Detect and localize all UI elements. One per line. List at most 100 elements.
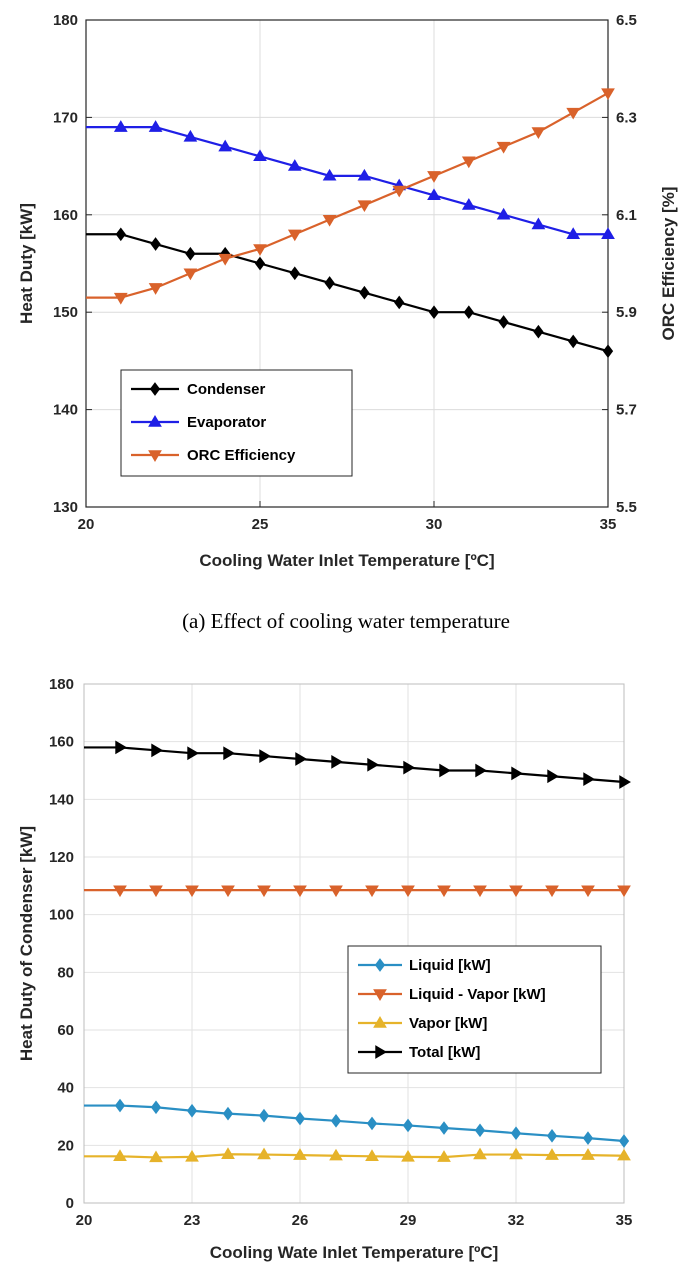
data-point-total-kw — [619, 775, 631, 789]
data-point-vapor-kw — [185, 1149, 199, 1162]
data-point-vapor-kw — [113, 1149, 127, 1161]
data-point-evaporator — [357, 168, 372, 181]
x-tick-label: 32 — [508, 1212, 525, 1229]
data-point-orc-efficiency — [322, 214, 337, 227]
data-point-liquid-kw — [330, 1113, 342, 1128]
legend-label: Liquid [kW] — [409, 957, 491, 974]
y-tick-label: 20 — [57, 1137, 74, 1154]
y-tick-label: 140 — [49, 791, 74, 808]
data-point-orc-efficiency — [427, 171, 441, 183]
data-point-total-kw — [367, 757, 379, 772]
data-point-condenser — [359, 285, 370, 300]
x-tick-label: 26 — [292, 1212, 309, 1229]
y-tick-label: 160 — [49, 734, 74, 751]
data-point-vapor-kw — [401, 1149, 415, 1162]
y-tick-label: 100 — [49, 907, 74, 924]
data-point-liquid-kw — [150, 1100, 162, 1115]
y-tick-label: 180 — [49, 676, 74, 693]
data-point-condenser — [602, 344, 614, 358]
data-point-liquid-kw — [294, 1111, 306, 1126]
x-tick-label: 20 — [78, 516, 95, 533]
data-point-vapor-kw — [329, 1148, 343, 1161]
legend-marker — [149, 382, 161, 396]
data-point-condenser — [115, 227, 126, 242]
legend-label: Condenser — [187, 381, 266, 398]
data-point-liquid-vapor-kw — [149, 885, 163, 898]
data-point-evaporator — [253, 149, 267, 162]
legend-label: Vapor [kW] — [409, 1015, 487, 1032]
x-tick-label: 35 — [616, 1212, 633, 1229]
x-tick-label: 30 — [426, 516, 443, 533]
series-line-vapor-kw — [84, 1153, 625, 1159]
data-point-evaporator — [148, 120, 163, 132]
figure-caption: (a) Effect of cooling water temperature — [182, 609, 510, 633]
legend: Condenser Evaporator ORC Efficiency — [120, 369, 353, 477]
data-point-orc-efficiency — [148, 283, 163, 295]
data-point-liquid-kw — [546, 1128, 558, 1143]
data-point-liquid-vapor-kw — [365, 885, 379, 898]
data-point-vapor-kw — [581, 1148, 595, 1160]
data-point-total-kw — [223, 746, 235, 761]
data-point-total-kw — [115, 740, 127, 755]
y-tick-label: 120 — [49, 849, 74, 866]
y-tick-label: 40 — [57, 1080, 74, 1097]
data-point-orc-efficiency — [357, 200, 372, 213]
data-point-orc-efficiency — [392, 185, 407, 198]
legend-marker — [374, 958, 386, 972]
data-point-liquid-kw — [510, 1126, 522, 1141]
data-point-liquid-kw — [582, 1131, 594, 1145]
data-point-total-kw — [403, 760, 415, 775]
legend-marker — [148, 450, 162, 462]
series-line-total-kw — [84, 746, 625, 784]
data-point-total-kw — [295, 752, 307, 766]
data-point-liquid-vapor-kw — [617, 885, 631, 898]
legend-marker — [375, 1045, 387, 1059]
x-axis-title: Cooling Wate Inlet Temperature [ºC] — [210, 1243, 499, 1262]
data-point-liquid-vapor-kw — [113, 885, 127, 898]
data-point-liquid-vapor-kw — [221, 885, 235, 898]
data-point-orc-efficiency — [253, 244, 267, 256]
data-point-liquid-kw — [474, 1123, 486, 1138]
y-tick-label: 140 — [53, 402, 78, 419]
y2-tick-label: 5.7 — [616, 402, 637, 419]
y2-axis-title: ORC Efficiency [%] — [659, 187, 678, 341]
data-point-liquid-vapor-kw — [437, 885, 451, 898]
data-point-condenser — [463, 305, 474, 320]
data-point-liquid-vapor-kw — [545, 885, 559, 898]
data-point-liquid-kw — [186, 1103, 198, 1118]
data-point-vapor-kw — [437, 1150, 451, 1162]
data-point-liquid-vapor-kw — [473, 885, 487, 898]
y2-tick-label: 6.1 — [616, 207, 637, 224]
y-tick-label: 80 — [57, 964, 74, 981]
plot-frame — [83, 683, 625, 1204]
series-line-evaporator — [86, 126, 608, 236]
data-point-liquid-vapor-kw — [185, 885, 199, 898]
legend-label: Evaporator — [187, 414, 266, 431]
data-point-liquid-vapor-kw — [509, 885, 523, 898]
data-point-orc-efficiency — [287, 229, 302, 242]
legend-marker — [148, 415, 162, 427]
data-point-evaporator — [566, 227, 581, 239]
data-point-evaporator — [531, 217, 546, 230]
data-point-vapor-kw — [473, 1147, 487, 1160]
x-tick-label: 29 — [400, 1212, 417, 1229]
chart-b: 20 23 26 29 32 35020406080100120140160180Liqu… — [17, 676, 633, 1262]
data-point-liquid-kw — [222, 1106, 234, 1121]
data-point-condenser — [568, 334, 579, 349]
data-point-liquid-vapor-kw — [293, 885, 307, 898]
data-point-evaporator — [427, 188, 441, 201]
data-point-liquid-kw — [258, 1108, 270, 1123]
data-point-vapor-kw — [617, 1148, 631, 1161]
y2-tick-label: 6.3 — [616, 109, 637, 126]
data-point-condenser — [324, 276, 335, 290]
y-tick-label: 0 — [66, 1195, 74, 1212]
data-point-condenser — [428, 305, 440, 320]
data-point-liquid-kw — [402, 1118, 414, 1133]
data-point-condenser — [533, 324, 544, 339]
legend-label: Liquid - Vapor [kW] — [409, 986, 546, 1003]
y2-tick-label: 5.9 — [616, 304, 637, 321]
data-point-total-kw — [187, 746, 199, 761]
data-point-orc-efficiency — [566, 107, 581, 120]
y-tick-label: 130 — [53, 499, 78, 516]
data-point-evaporator — [113, 120, 128, 132]
